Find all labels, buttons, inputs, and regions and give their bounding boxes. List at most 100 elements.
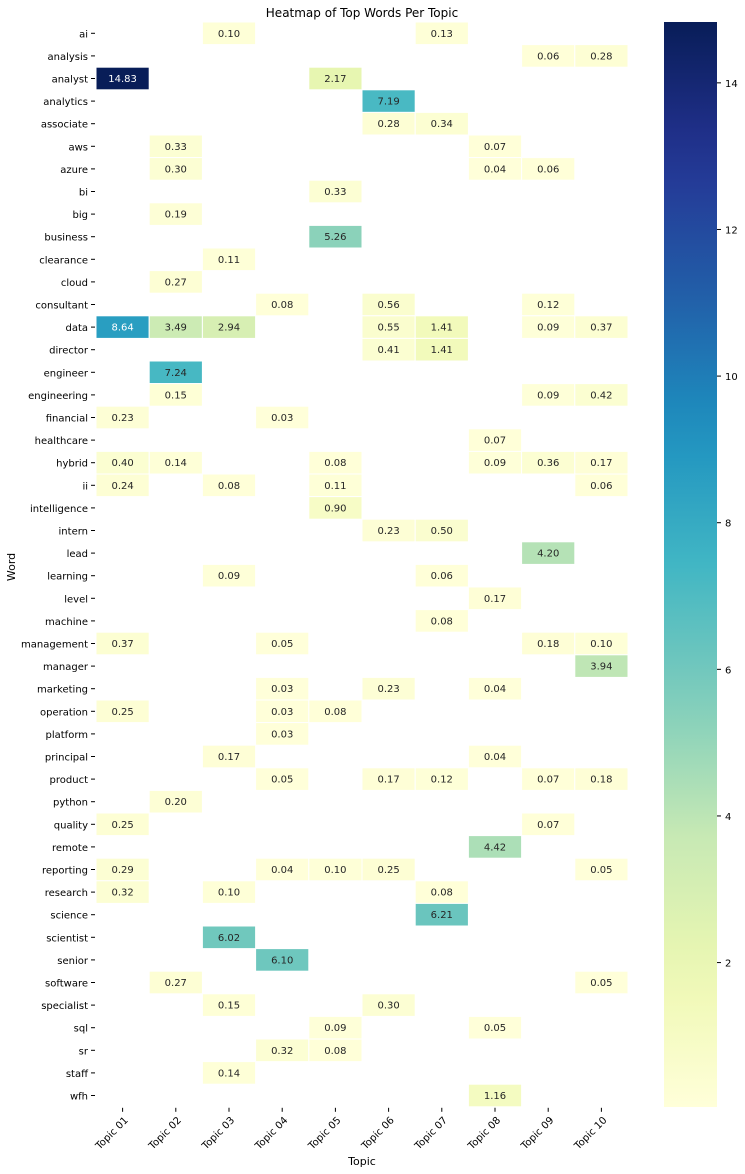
y-tick-label: financial	[46, 414, 88, 425]
heatmap-cell	[201, 473, 257, 498]
heatmap-cell	[521, 541, 576, 565]
cell-value-label: 0.08	[324, 707, 346, 718]
heatmap-cell	[521, 157, 576, 181]
y-tick-label: intern	[59, 527, 88, 538]
cell-value-label: 0.25	[377, 865, 399, 876]
y-tick-label: engineering	[28, 391, 88, 402]
cell-value-label: 0.10	[218, 888, 240, 899]
cell-value-label: 0.37	[111, 639, 133, 650]
y-tick-label: associate	[41, 120, 88, 131]
cell-value-label: 7.24	[165, 368, 187, 379]
cell-value-label: 0.04	[484, 164, 506, 175]
heatmap-cell	[255, 405, 310, 430]
cell-value-label: 0.09	[484, 458, 506, 469]
colorbar-tick-label: 12	[725, 225, 738, 236]
cell-value-label: 0.08	[324, 458, 346, 469]
colorbar-tick-label: 2	[725, 959, 731, 970]
cell-value-label: 0.29	[111, 865, 133, 876]
heatmap-cell	[467, 1015, 523, 1040]
cell-value-label: 0.28	[590, 51, 612, 62]
heatmap-cell	[201, 880, 257, 904]
y-axis-label: Word	[5, 553, 18, 581]
cell-value-label: 7.19	[377, 97, 399, 108]
y-tick-label: aws	[68, 142, 88, 153]
cell-value-label: 0.30	[377, 1001, 399, 1012]
y-tick-label: engineer	[44, 368, 89, 379]
heatmap-cell	[414, 21, 469, 46]
y-tick-label: ii	[82, 481, 88, 492]
cell-value-label: 0.04	[271, 865, 293, 876]
cell-value-label: 0.08	[324, 1046, 346, 1057]
cell-value-label: 0.17	[590, 458, 612, 469]
cell-value-label: 0.32	[271, 1046, 293, 1057]
cell-value-label: 0.15	[218, 1001, 240, 1012]
cell-value-label: 0.06	[431, 571, 453, 582]
y-tick-label: staff	[66, 1069, 89, 1080]
colorbar-tick-label: 14	[725, 79, 738, 90]
x-tick-label: Topic 06	[359, 1115, 397, 1153]
y-tick-label: wfh	[70, 1092, 88, 1103]
cell-value-label: 0.37	[590, 323, 612, 334]
x-tick-label: Topic 01	[93, 1115, 131, 1153]
heatmap-cell	[308, 66, 363, 91]
cell-value-label: 0.10	[324, 865, 346, 876]
colorbar-tick-label: 10	[725, 372, 738, 383]
heatmap-cell	[95, 473, 150, 498]
cell-value-label: 0.27	[165, 277, 187, 288]
heatmap-cell	[361, 676, 416, 701]
y-tick-label: scientist	[46, 933, 88, 944]
y-tick-label: sql	[74, 1024, 88, 1035]
cell-value-label: 0.20	[165, 797, 187, 808]
y-tick-label: business	[44, 233, 88, 244]
cell-value-label: 0.28	[377, 119, 399, 130]
cell-value-label: 0.17	[484, 594, 506, 605]
cell-value-label: 0.10	[218, 29, 240, 40]
cell-value-label: 0.55	[377, 323, 399, 334]
heatmap-cell	[95, 66, 150, 91]
y-tick-label: management	[21, 640, 88, 651]
heatmap-cell	[255, 722, 310, 746]
cell-value-label: 0.03	[271, 729, 293, 740]
x-axis-ticks: Topic 01 Topic 02 Topic 03 Topic 04 Topic 05…	[93, 1107, 610, 1153]
x-tick-label: Topic 05	[306, 1115, 344, 1153]
y-tick-label: cloud	[61, 278, 88, 289]
colorbar	[664, 22, 717, 1107]
cell-value-label: 6.02	[218, 933, 240, 944]
heatmap-cell	[148, 157, 203, 181]
y-tick-label: python	[53, 798, 88, 809]
heatmap-cell	[467, 676, 523, 701]
cell-value-label: 0.07	[484, 142, 506, 153]
heatmap-cell	[467, 835, 523, 859]
y-tick-label: hybrid	[56, 459, 88, 470]
cell-value-label: 8.64	[111, 323, 133, 334]
cell-value-label: 0.04	[484, 684, 506, 695]
heatmap-cell	[201, 315, 257, 339]
heatmap-cell	[467, 1083, 523, 1108]
cell-value-label: 0.05	[590, 865, 612, 876]
cell-value-label: 14.83	[108, 74, 137, 85]
cell-value-label: 0.06	[537, 51, 559, 62]
cell-value-label: 0.23	[377, 684, 399, 695]
cell-value-label: 2.94	[218, 323, 240, 334]
heatmap-cell	[361, 857, 416, 882]
heatmap-cell	[148, 383, 203, 407]
cell-value-label: 0.10	[590, 639, 612, 650]
heatmap-cell	[201, 925, 257, 950]
cell-value-label: 0.36	[537, 458, 559, 469]
heatmap-cell	[148, 789, 203, 814]
heatmap-cell	[148, 970, 203, 995]
cell-value-label: 0.04	[484, 752, 506, 763]
heatmap-cell	[255, 767, 310, 791]
heatmap-cell	[95, 405, 150, 430]
heatmap-cell	[255, 631, 310, 656]
cell-value-label: 0.19	[165, 210, 187, 221]
y-tick-label: lead	[67, 549, 88, 560]
y-tick-label: principal	[45, 753, 88, 764]
heatmap-cell	[467, 586, 523, 611]
cell-value-label: 0.50	[431, 526, 453, 537]
y-tick-label: data	[65, 323, 88, 334]
y-tick-label: marketing	[37, 685, 88, 696]
heatmap-cell	[255, 948, 310, 972]
y-tick-label: quality	[54, 820, 88, 831]
cell-value-label: 0.08	[431, 616, 453, 627]
